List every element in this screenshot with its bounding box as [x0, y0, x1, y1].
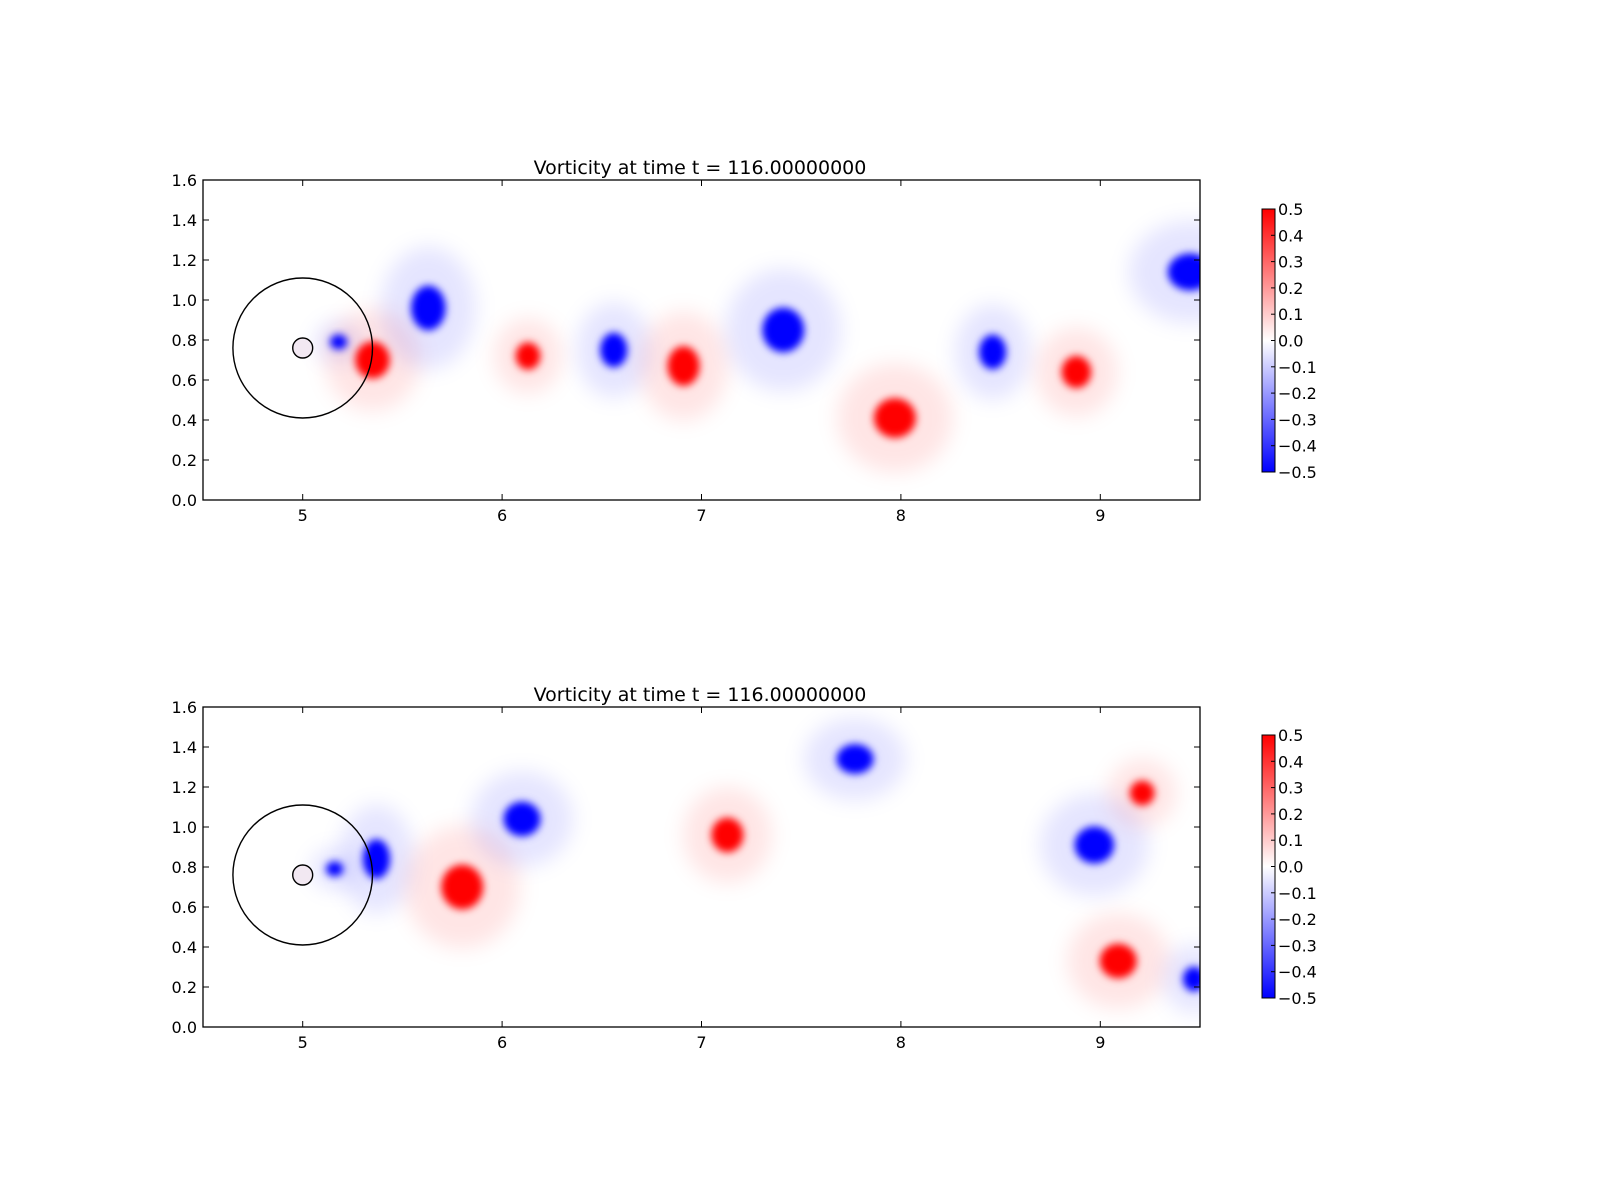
y-tick-label: 1.4 [172, 738, 197, 757]
colorbar-tick-label: 0.5 [1278, 726, 1303, 745]
vortex-negative [1074, 826, 1115, 864]
y-tick-label: 1.6 [172, 698, 197, 717]
colorbar-tick-label: −0.1 [1278, 884, 1317, 903]
vortex-positive [1129, 780, 1155, 806]
vortex-halo [1163, 945, 1200, 1013]
vortex-positive [711, 817, 744, 853]
colorbar-tick-label: −0.3 [1278, 410, 1317, 429]
y-tick-label: 1.0 [172, 291, 197, 310]
panel-title: Vorticity at time t = 116.00000000 [534, 684, 867, 706]
vortex-positive [355, 341, 390, 379]
colorbar-tick-label: −0.4 [1278, 963, 1317, 982]
colorbar-tick-label: 0.3 [1278, 779, 1303, 798]
vortex-negative [329, 334, 348, 350]
y-tick-label: 1.2 [172, 778, 197, 797]
x-tick-label: 6 [497, 506, 507, 525]
y-tick-label: 0.2 [172, 451, 197, 470]
vortex-negative [325, 861, 344, 877]
x-tick-label: 9 [1095, 506, 1105, 525]
y-tick-label: 1.0 [172, 818, 197, 837]
x-axis: 5 6 7 8 9 [298, 707, 1105, 1052]
colorbar: 0.5 0.4 0.3 0.2 0.1 0.0 −0.1 −0.2 −0.3 −0.4 −0.5 [1261, 200, 1317, 482]
panel-title: Vorticity at time t = 116.00000000 [534, 157, 867, 179]
colorbar-tick-label: −0.5 [1278, 463, 1317, 482]
colorbar-tick-label: 0.2 [1278, 805, 1303, 824]
colorbar-tick-label: 0.4 [1278, 226, 1303, 245]
colorbar: 0.5 0.4 0.3 0.2 0.1 0.0 −0.1 −0.2 −0.3 −0.4 −0.5 [1261, 726, 1317, 1008]
colorbar-tick-label: 0.0 [1278, 332, 1303, 351]
vortex-negative [979, 334, 1007, 370]
y-axis: 0.0 0.2 0.4 0.6 0.8 1.0 1.2 1.4 1.6 [172, 698, 1200, 1037]
y-tick-label: 0.0 [172, 491, 197, 510]
colorbar-tick-label: −0.4 [1278, 437, 1317, 456]
vortex-positive [873, 398, 916, 438]
x-tick-label: 8 [896, 506, 906, 525]
vorticity-field [203, 707, 1200, 1027]
colorbar-tick-label: 0.4 [1278, 752, 1303, 771]
colorbar-tick-label: −0.3 [1278, 936, 1317, 955]
vortex-negative [1182, 966, 1200, 992]
y-tick-label: 0.0 [172, 1018, 197, 1037]
colorbar-tick-label: −0.1 [1278, 358, 1317, 377]
colorbar-tick-label: 0.2 [1278, 279, 1303, 298]
y-tick-label: 1.6 [172, 171, 197, 190]
y-tick-label: 0.8 [172, 858, 197, 877]
x-tick-label: 5 [298, 1033, 308, 1052]
y-tick-label: 0.6 [172, 371, 197, 390]
vortex-negative [836, 744, 874, 774]
x-tick-label: 5 [298, 506, 308, 525]
y-tick-label: 0.2 [172, 978, 197, 997]
vorticity-panel-bottom: Vorticity at time t = 116.00000000 5 6 7 8 9… [172, 684, 1317, 1052]
x-tick-label: 8 [896, 1033, 906, 1052]
y-tick-label: 0.6 [172, 898, 197, 917]
vortex-halo [1129, 221, 1200, 323]
x-tick-label: 6 [497, 1033, 507, 1052]
colorbar-tick-label: −0.5 [1278, 989, 1317, 1008]
y-tick-label: 0.4 [172, 411, 197, 430]
vortex-positive [1099, 943, 1137, 979]
vortex-negative [362, 839, 391, 879]
vortex-positive [1061, 355, 1092, 389]
colorbar-tick-label: 0.0 [1278, 858, 1303, 877]
colorbar-tick-label: 0.1 [1278, 305, 1303, 324]
y-tick-label: 0.4 [172, 938, 197, 957]
x-tick-label: 7 [696, 506, 706, 525]
colorbar-tick-label: −0.2 [1278, 384, 1317, 403]
vortex-positive [515, 342, 541, 370]
colorbar-tick-label: 0.3 [1278, 253, 1303, 272]
colorbar-tick-label: 0.1 [1278, 831, 1303, 850]
y-tick-label: 1.4 [172, 211, 197, 230]
vortex-positive [667, 346, 700, 386]
cylinder [292, 337, 314, 359]
colorbar-tick-label: 0.5 [1278, 200, 1303, 219]
vortex-positive [441, 864, 484, 910]
y-tick-label: 0.8 [172, 331, 197, 350]
x-axis: 5 6 7 8 9 [298, 180, 1105, 525]
vortex-negative [411, 285, 446, 331]
vortex-negative [762, 307, 805, 353]
outer-circle [232, 277, 374, 419]
colorbar-tick-label: −0.2 [1278, 910, 1317, 929]
x-tick-label: 9 [1095, 1033, 1105, 1052]
vorticity-field [203, 180, 1200, 500]
y-axis: 0.0 0.2 0.4 0.6 0.8 1.0 1.2 1.4 1.6 [172, 171, 1200, 510]
vortex-negative [1167, 253, 1200, 291]
x-tick-label: 7 [696, 1033, 706, 1052]
vortex-negative [503, 801, 541, 837]
outer-circle [232, 804, 374, 946]
cylinder [292, 864, 314, 886]
vortex-negative [600, 332, 628, 368]
y-tick-label: 1.2 [172, 251, 197, 270]
vorticity-panel-top: Vorticity at time t = 116.00000000 5 6 7 8 9… [172, 157, 1317, 525]
